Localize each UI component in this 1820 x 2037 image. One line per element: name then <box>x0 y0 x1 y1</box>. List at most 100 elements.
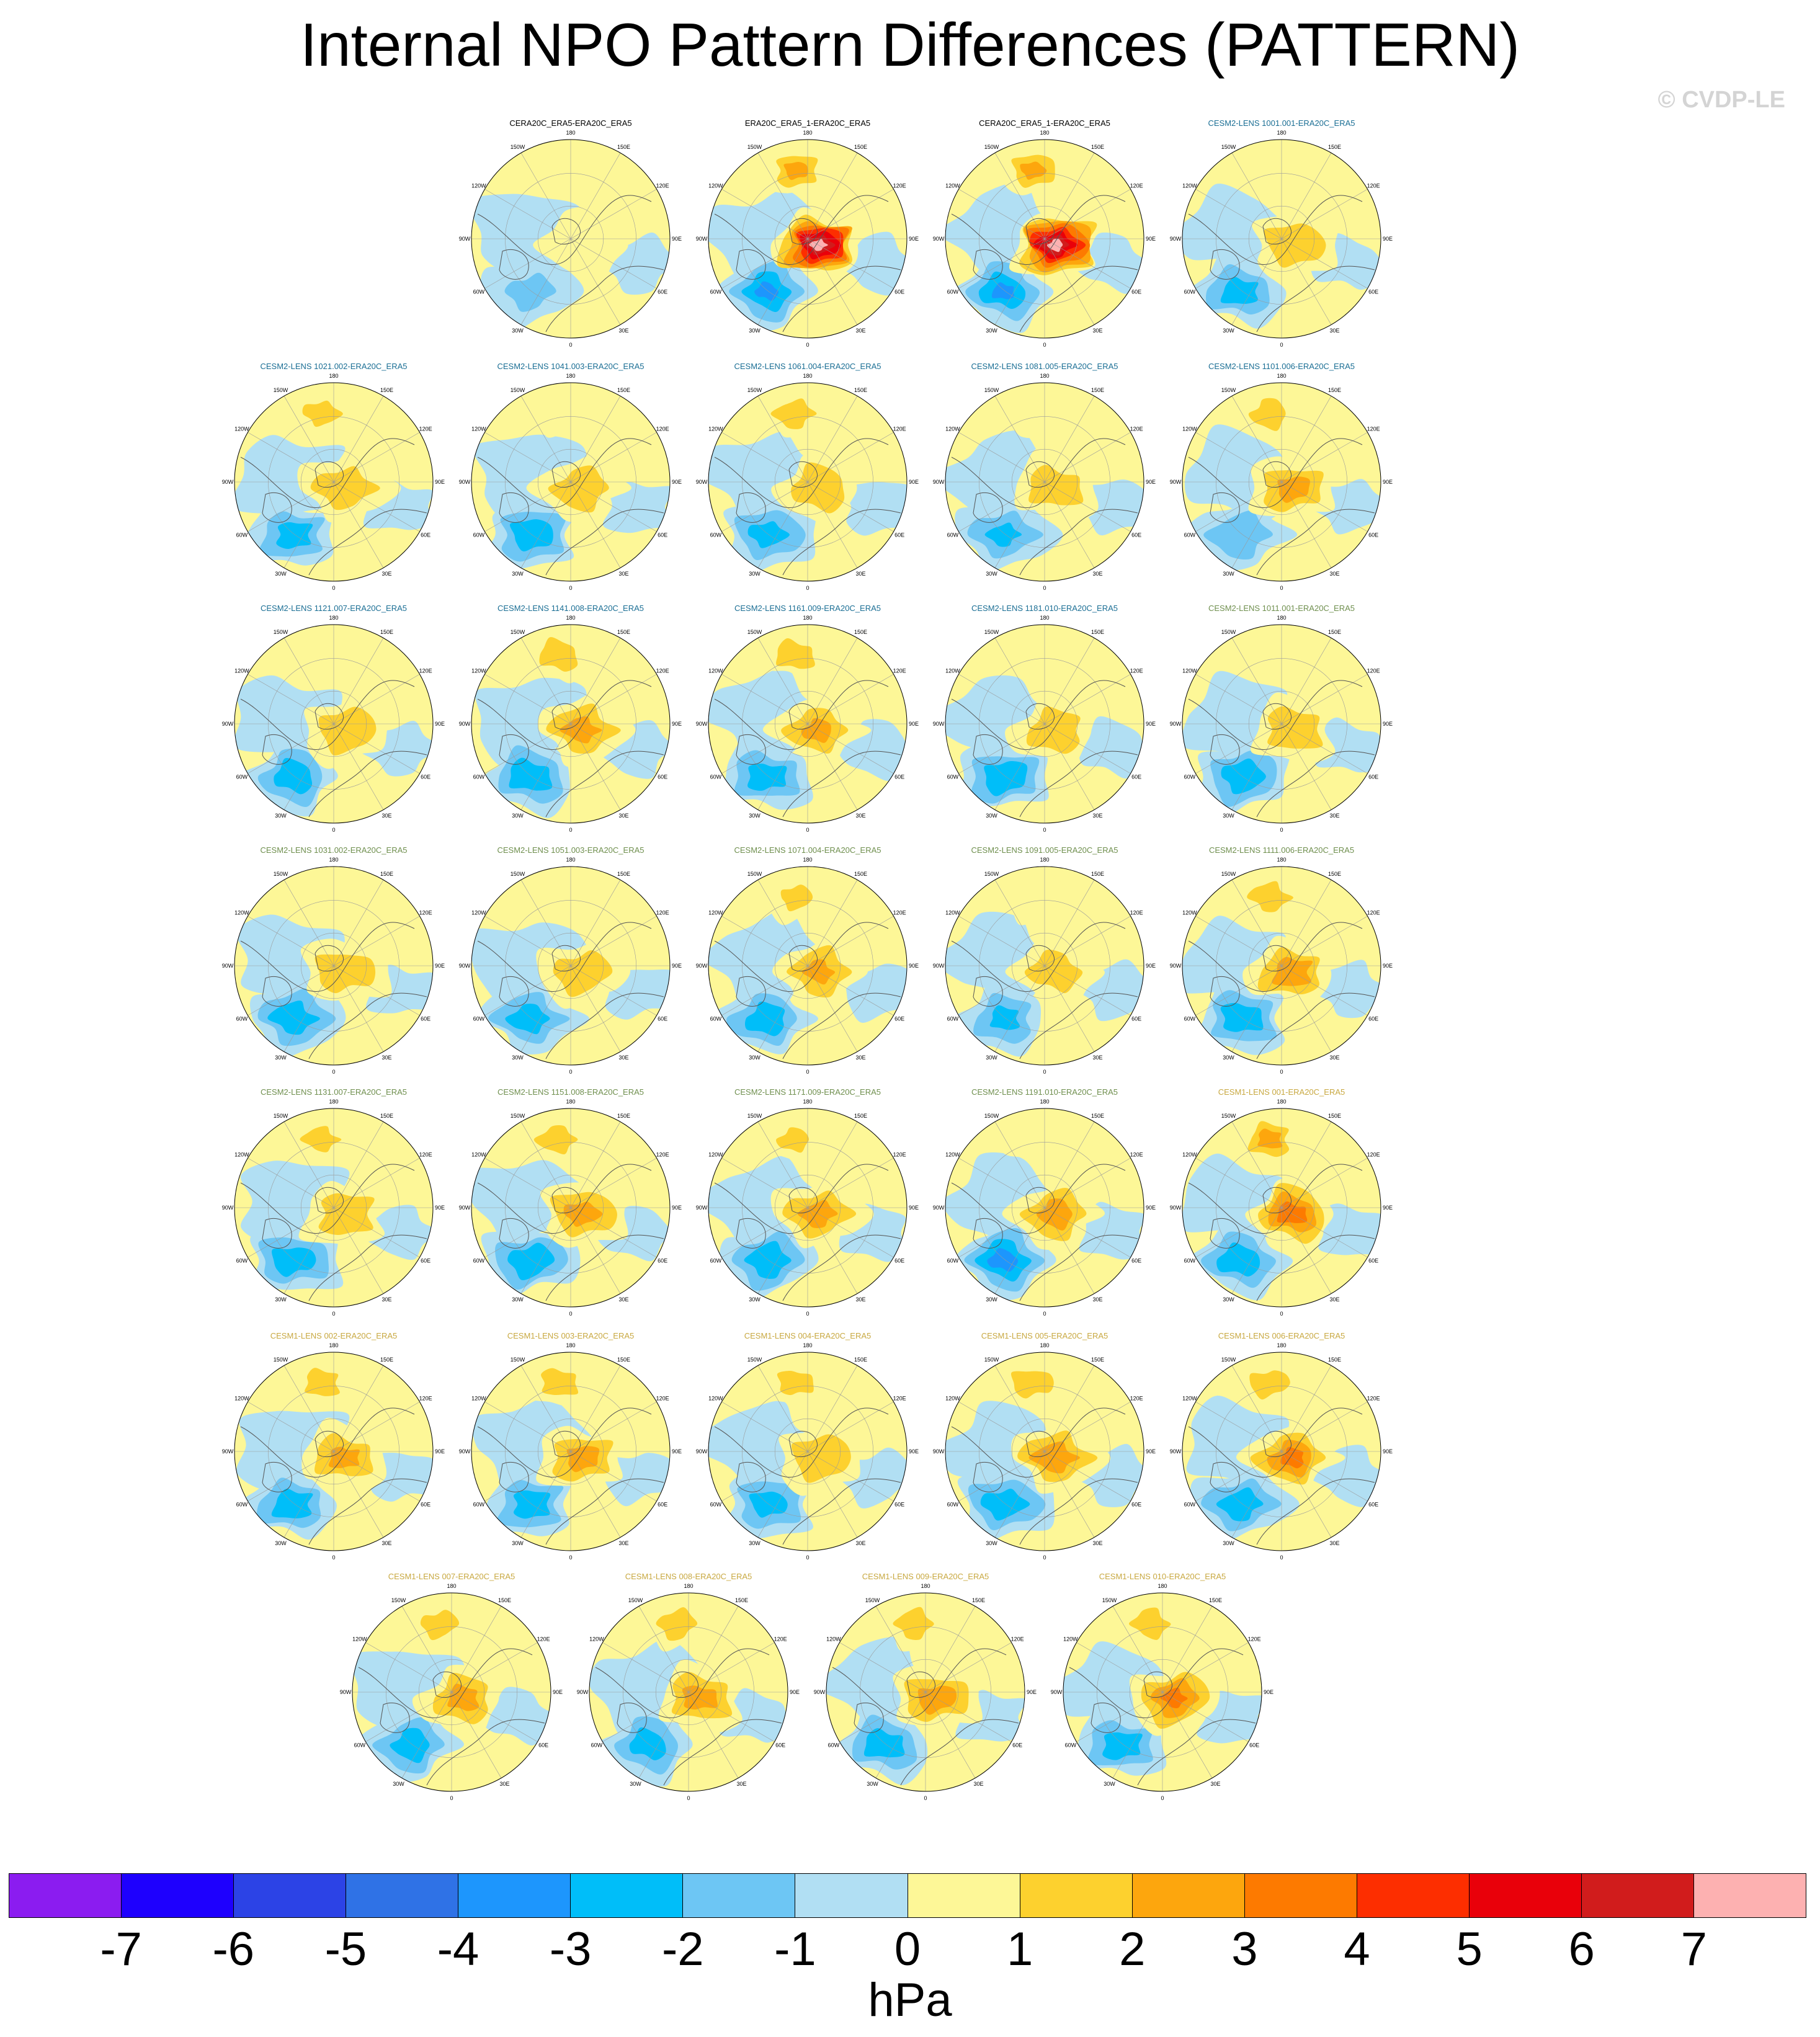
lon-label: 180 <box>803 857 812 863</box>
panel-grid: CERA20C_ERA5-ERA20C_ERA5 180 150E 120E 90E 60… <box>216 118 1399 1801</box>
colorbar-tick-label: -3 <box>549 1923 592 1976</box>
panel-title: CESM2-LENS 1091.005-ERA20C_ERA5 <box>971 845 1118 855</box>
graticule <box>708 625 907 823</box>
map-border <box>1182 866 1381 1066</box>
lon-label: 30E <box>855 1540 865 1546</box>
lon-label: 90E <box>672 1448 682 1455</box>
lon-label: 120W <box>826 1636 841 1643</box>
lon-label: 180 <box>566 373 575 379</box>
graticule <box>945 140 1144 338</box>
colorbar-box <box>1469 1874 1582 1917</box>
lon-label: 30E <box>618 328 628 334</box>
lon-label: 90E <box>1146 479 1156 485</box>
panel-title: CESM2-LENS 1141.008-ERA20C_ERA5 <box>497 604 645 613</box>
lon-label: 60W <box>710 774 722 780</box>
polar-map: 180 150E 120E 90E 60E 30E 0 30W 60W 90W 120W 150W <box>1170 857 1393 1075</box>
colorbar-box <box>571 1874 684 1917</box>
lon-label: 180 <box>566 615 575 621</box>
lon-label: 0 <box>569 827 572 833</box>
polar-map: 180 150E 120E 90E 60E 30E 0 30W 60W 90W 120W 150W <box>1170 130 1393 348</box>
map-border <box>352 1592 551 1792</box>
lon-label: 150E <box>1091 387 1104 393</box>
lon-label: 90E <box>553 1689 563 1695</box>
lon-label: 60W <box>236 532 248 538</box>
polar-map: 180 150E 120E 90E 60E 30E 0 30W 60W 90W 120W 150W <box>459 1099 682 1317</box>
lon-label: 150E <box>854 144 867 150</box>
polar-map: 180 150E 120E 90E 60E 30E 0 30W 60W 90W 120W 150W <box>222 373 445 591</box>
lon-label: 150E <box>1328 1113 1341 1119</box>
coastlines <box>477 1164 664 1301</box>
lon-label: 120E <box>893 668 906 674</box>
lon-label: 30W <box>512 1540 524 1546</box>
lon-label: 180 <box>803 615 812 621</box>
lon-label: 0 <box>332 1554 335 1561</box>
lon-label: 60W <box>947 1016 959 1022</box>
colorbar-labels: -7 -6 -5 -4 -3 -2 -1 0 1 2 3 4 5 6 7 <box>9 1922 1806 1977</box>
lon-label: 150W <box>511 1357 525 1363</box>
lon-label: 0 <box>332 1311 335 1317</box>
lon-label: 180 <box>1040 1342 1049 1348</box>
lon-label: 30E <box>618 571 628 577</box>
lon-label: 120E <box>419 1396 432 1402</box>
lon-label: 120E <box>1130 1152 1143 1158</box>
map-panel: CESM2-LENS 1131.007-ERA20C_ERA5 180 150E 12… <box>216 1087 452 1317</box>
lon-label: 30W <box>986 1540 997 1546</box>
lon-label: 90W <box>1170 963 1182 969</box>
lon-label: 30W <box>1104 1781 1115 1787</box>
graticule <box>945 625 1144 823</box>
map-border <box>945 382 1144 582</box>
lon-label: 30W <box>1223 1054 1234 1061</box>
lon-label: 90W <box>222 1448 234 1455</box>
lon-label: 120E <box>656 1396 669 1402</box>
polar-map: 180 150E 120E 90E 60E 30E 0 30W 60W 90W 120W 150W <box>459 615 682 833</box>
lon-label: 30W <box>749 1054 761 1061</box>
lon-label: 120W <box>1182 426 1197 432</box>
field-layer <box>708 1352 907 1551</box>
map-panel: CESM1-LENS 004-ERA20C_ERA5 180 150E 120E 90E… <box>690 1331 926 1561</box>
lon-label: 30W <box>1223 1296 1234 1303</box>
lon-label: 150W <box>511 144 525 150</box>
lon-label: 120W <box>945 910 960 916</box>
figure-title: Internal NPO Pattern Differences (PATTER… <box>300 11 1520 79</box>
map-panel: CESM2-LENS 1141.008-ERA20C_ERA5 180 150E 12… <box>453 604 689 833</box>
map-panel: CESM2-LENS 1001.001-ERA20C_ERA5 180 150E 12… <box>1164 118 1399 348</box>
polar-map: 180 150E 120E 90E 60E 30E 0 30W 60W 90W 120W 150W <box>933 857 1156 1075</box>
lon-label: 120E <box>893 1152 906 1158</box>
colorbar-tick-label: -6 <box>212 1923 255 1976</box>
lon-label: 150E <box>617 387 630 393</box>
map-border <box>234 624 434 824</box>
lon-label: 60W <box>947 532 959 538</box>
lon-label: 30E <box>1092 1296 1102 1303</box>
lon-label: 150W <box>511 387 525 393</box>
lon-label: 120W <box>471 426 486 432</box>
lon-label: 120W <box>589 1636 604 1643</box>
lon-label: 120W <box>1182 910 1197 916</box>
colorbar <box>9 1873 1806 1918</box>
lon-label: 30E <box>1092 813 1102 819</box>
graticule <box>708 383 907 581</box>
coastlines <box>240 680 427 818</box>
lon-label: 120W <box>471 183 486 189</box>
lon-label: 150W <box>1221 871 1236 877</box>
coastlines <box>477 195 664 332</box>
lon-label: 180 <box>329 1099 338 1105</box>
lon-label: 30W <box>275 571 287 577</box>
field-layer <box>708 1108 907 1307</box>
lon-label: 0 <box>569 342 572 348</box>
lon-label: 150W <box>1102 1597 1117 1603</box>
panel-title: CESM2-LENS 1011.001-ERA20C_ERA5 <box>1208 604 1355 613</box>
colorbar-tick-label: -7 <box>100 1923 142 1976</box>
lon-label: 180 <box>1040 1099 1049 1105</box>
lon-label: 30E <box>1329 328 1339 334</box>
coastlines <box>477 1407 664 1545</box>
map-border <box>708 139 908 339</box>
lon-label: 60E <box>658 1502 667 1508</box>
graticule <box>1182 383 1381 581</box>
coastlines <box>951 680 1138 818</box>
map-border <box>945 866 1144 1066</box>
lon-label: 30W <box>393 1781 404 1787</box>
map-panel: CESM2-LENS 1171.009-ERA20C_ERA5 180 150E 12… <box>690 1087 926 1317</box>
lon-label: 150W <box>984 387 999 393</box>
map-border <box>708 866 908 1066</box>
lon-label: 30W <box>275 813 287 819</box>
